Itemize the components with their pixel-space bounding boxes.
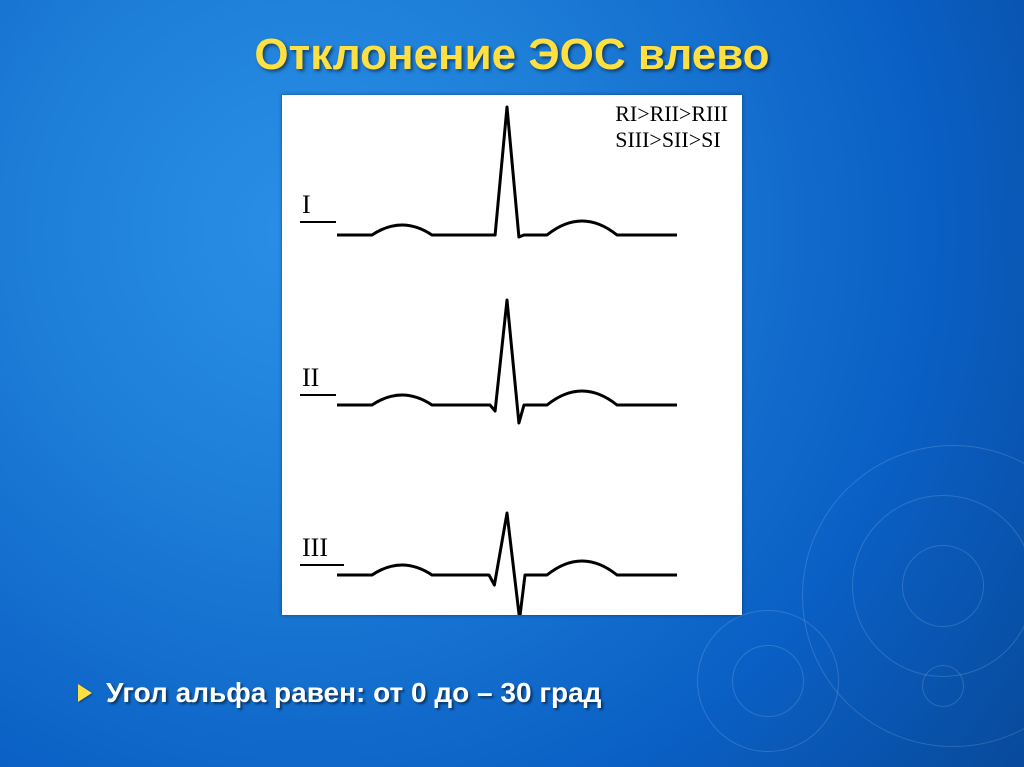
bullet-icon [78,684,92,702]
formula-line-1: RI>RII>RIII [615,101,728,127]
bullet-row: Угол альфа равен: от 0 до – 30 град [78,677,601,709]
bg-ripple [922,665,964,707]
formula-block: RI>RII>RIII SIII>SII>SI [615,101,728,154]
lead-label-1: I [302,190,311,220]
ecg-lead-trace [337,513,677,615]
lead-underline [300,394,336,396]
lead-underline [300,221,336,223]
bg-ripple [697,610,839,752]
ecg-waveforms [282,95,742,615]
lead-label-3: III [302,533,328,563]
formula-line-2: SIII>SII>SI [615,127,728,153]
slide-background: Отклонение ЭОС влево RI>RII>RIII SIII>SI… [0,0,1024,767]
bullet-text: Угол альфа равен: от 0 до – 30 град [106,677,601,709]
lead-underline [300,564,344,566]
lead-label-2: II [302,363,319,393]
slide-title: Отклонение ЭОС влево [0,30,1024,80]
ecg-panel: RI>RII>RIII SIII>SII>SI I II III [282,95,742,615]
ecg-lead-trace [337,300,677,423]
